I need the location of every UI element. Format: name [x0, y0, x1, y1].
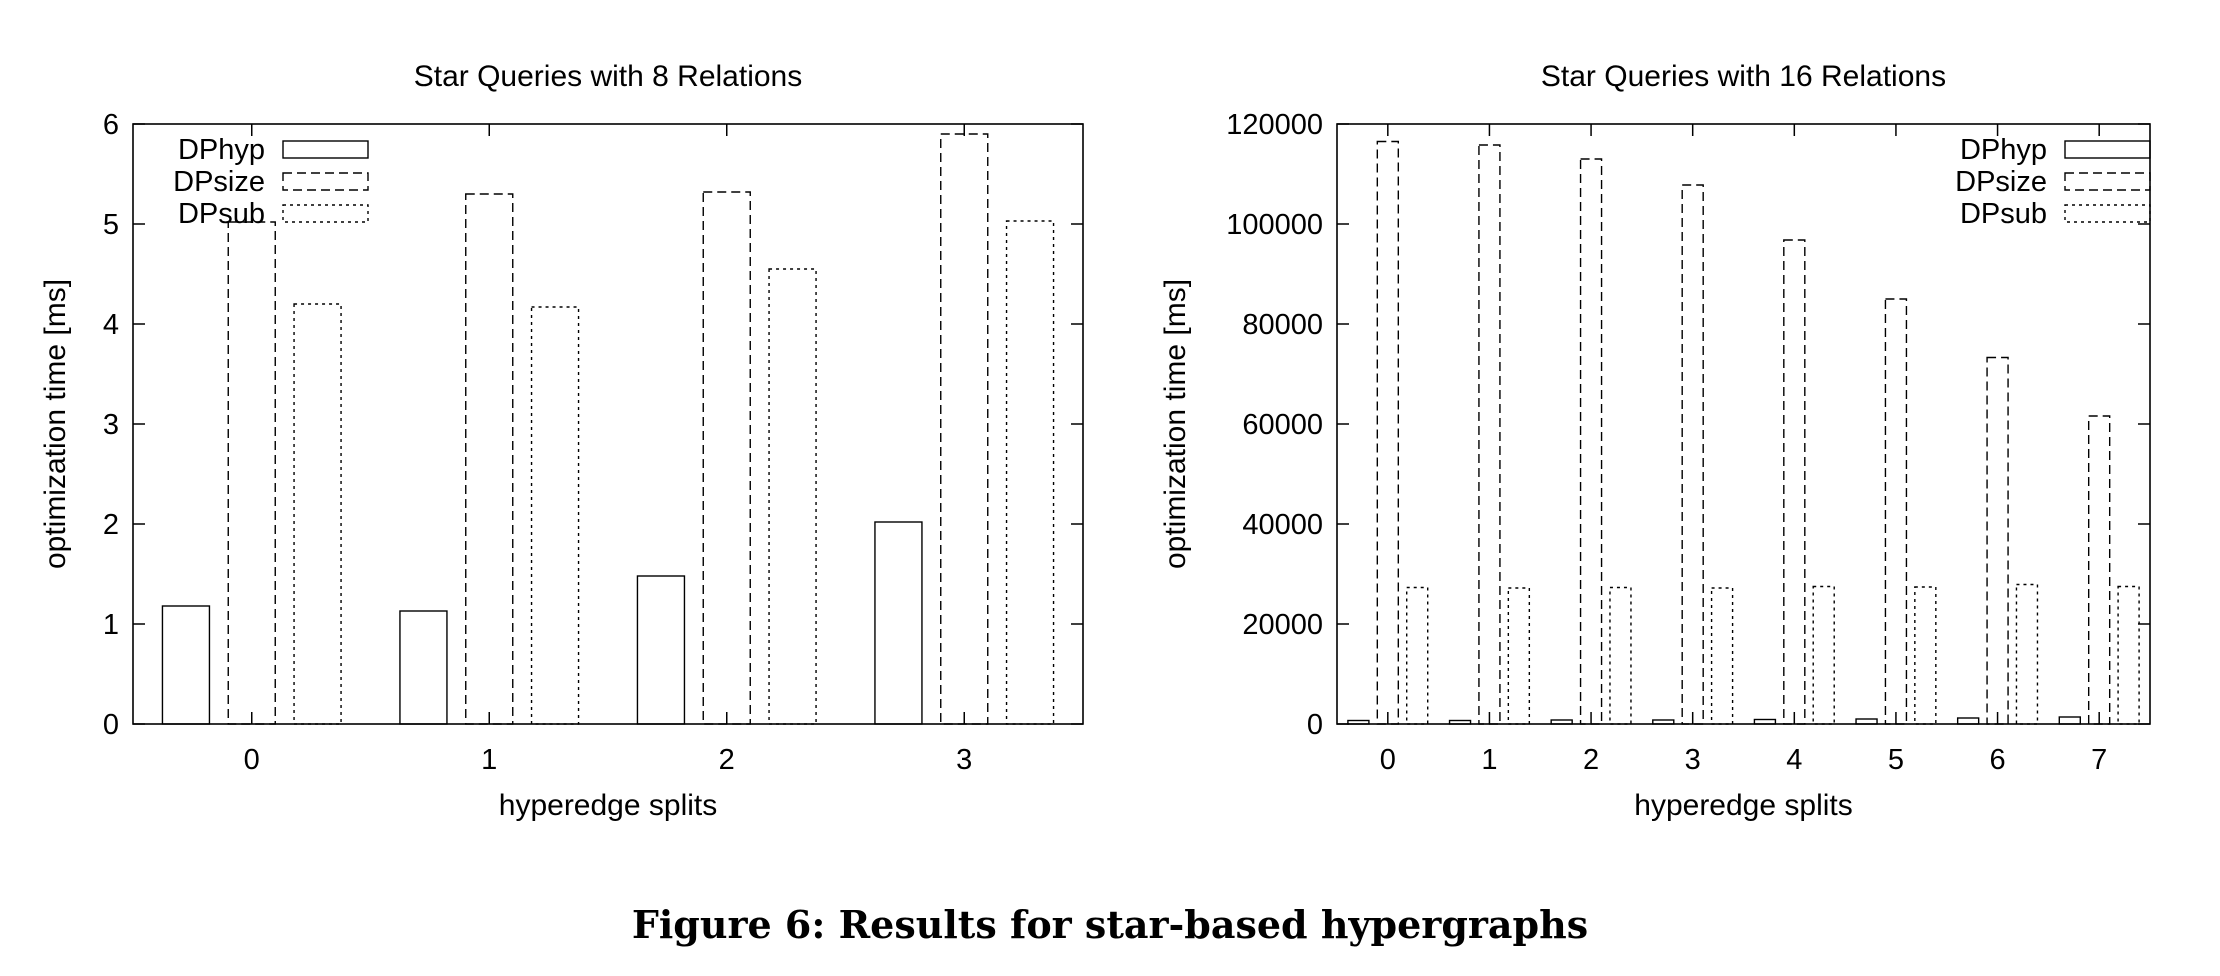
bar-dpsub [1507, 587, 1531, 725]
bar-dpsize [1376, 140, 1400, 725]
bar-dpsub [1812, 585, 1835, 725]
y-tick-label: 2 [103, 509, 119, 541]
bar-dpsize [1681, 184, 1704, 725]
chart-title: Star Queries with 8 Relations [414, 60, 803, 93]
bar-dpsize [227, 221, 276, 725]
bar-dpsize [465, 193, 514, 725]
bar-dphyp [1652, 719, 1675, 725]
y-tick-label: 3 [103, 409, 119, 441]
figure-caption: Figure 6: Results for star-based hypergr… [631, 902, 1589, 947]
legend-swatch-dpsize [282, 172, 369, 191]
bar-dpsub [530, 306, 580, 725]
x-tick-label: 1 [1481, 744, 1497, 776]
x-tick-label: 0 [244, 744, 260, 776]
bar-dpsub [1710, 587, 1734, 725]
legend-swatch-dpsub [282, 204, 369, 223]
x-tick-label: 3 [1685, 744, 1701, 776]
y-tick-label: 60000 [1242, 409, 1323, 441]
x-tick-label: 2 [719, 744, 735, 776]
bar-dpsub [293, 303, 342, 725]
legend-swatch-dphyp [282, 140, 369, 159]
x-tick-label: 2 [1583, 744, 1599, 776]
bar-dpsize [1884, 298, 1908, 725]
bar-dpsize [2087, 415, 2111, 725]
legend-swatch-dpsub [2064, 204, 2151, 223]
x-tick-label: 0 [1380, 744, 1396, 776]
bar-dpsize [940, 133, 989, 725]
y-tick-label: 100000 [1226, 209, 1323, 241]
x-tick-label: 7 [2091, 744, 2107, 776]
y-axis-label: optimization time [ms] [39, 279, 72, 569]
bar-dphyp [636, 575, 686, 725]
bar-dphyp [874, 521, 923, 725]
bar-dpsub [768, 268, 817, 725]
chart-title: Star Queries with 16 Relations [1541, 60, 1946, 93]
y-tick-label: 5 [103, 209, 119, 241]
bar-dphyp [161, 605, 211, 725]
bar-dphyp [399, 610, 448, 725]
legend-label: DPhyp [178, 134, 265, 166]
legend-label: DPhyp [1960, 134, 2047, 166]
bar-dphyp [2058, 716, 2081, 725]
bar-dpsub [1609, 586, 1632, 725]
legend-swatch-dphyp [2064, 140, 2151, 159]
y-tick-label: 120000 [1226, 109, 1323, 141]
chart-2: 0 20000 40000 60000 80000 100000 120000 0 1 2 3 4 5 6… [1159, 60, 2151, 822]
y-tick-label: 6 [103, 109, 119, 141]
bar-dpsize [1478, 144, 1501, 725]
legend-label: DPsize [1955, 166, 2047, 198]
legend-label: DPsub [178, 198, 265, 230]
bar-dphyp [1956, 717, 1980, 725]
x-axis-label: hyperedge splits [499, 789, 717, 822]
bar-dpsize [1986, 356, 2009, 725]
y-axis-label: optimization time [ms] [1159, 279, 1192, 569]
y-tick-label: 40000 [1242, 509, 1323, 541]
bar-dphyp [1855, 718, 1878, 725]
bar-dpsub [2015, 583, 2039, 725]
bar-dphyp [1448, 719, 1472, 725]
bar-dphyp [1550, 719, 1573, 725]
x-tick-label: 4 [1786, 744, 1802, 776]
legend-label: DPsub [1960, 198, 2047, 230]
chart-1: 0 1 2 3 4 5 6 0 1 2 3 Star Queries with 8 Relations… [39, 60, 1084, 822]
y-tick-label: 0 [1307, 709, 1323, 741]
y-tick-label: 4 [103, 309, 119, 341]
bar-dpsub [2117, 585, 2140, 725]
bar-dpsub [1914, 586, 1937, 725]
bar-dpsize [1579, 158, 1603, 725]
bar-dphyp [1347, 719, 1370, 725]
x-tick-label: 3 [956, 744, 972, 776]
y-tick-label: 0 [103, 709, 119, 741]
y-tick-label: 1 [103, 609, 119, 641]
bar-dpsize [1783, 239, 1806, 725]
y-tick-label: 20000 [1242, 609, 1323, 641]
legend-swatch-dpsize [2064, 172, 2151, 191]
bar-dpsub [1406, 586, 1429, 725]
x-tick-label: 1 [481, 744, 497, 776]
bar-dpsub [1005, 220, 1055, 725]
bar-dphyp [1753, 718, 1777, 725]
x-tick-label: 5 [1888, 744, 1904, 776]
bar-dpsize [702, 191, 751, 725]
y-tick-label: 80000 [1242, 309, 1323, 341]
x-axis-label: hyperedge splits [1634, 789, 1852, 822]
legend-label: DPsize [173, 166, 265, 198]
x-tick-label: 6 [1989, 744, 2005, 776]
